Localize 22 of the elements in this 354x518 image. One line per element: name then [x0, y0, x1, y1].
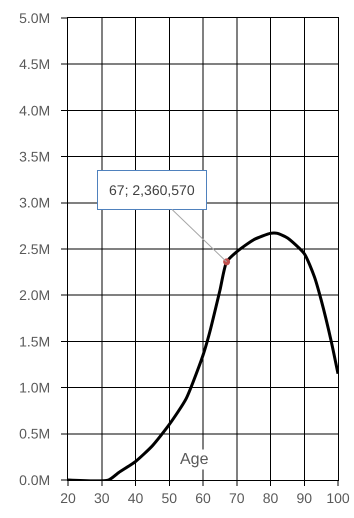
y-tick-label: 3.5M	[19, 148, 50, 164]
y-tick-label: 1.5M	[19, 333, 50, 350]
x-axis-title: Age	[180, 451, 209, 468]
y-tick-label: 0.5M	[19, 426, 50, 442]
y-tick-label: 0.0M	[19, 472, 50, 488]
x-tick-label: 60	[195, 490, 211, 506]
y-tick-label: 5.0M	[19, 10, 50, 26]
annotation: 67; 2,360,570	[109, 182, 195, 198]
y-tick-label: 4.5M	[19, 56, 50, 72]
y-tick-label: 4.0M	[19, 102, 50, 118]
x-tick-label: 30	[94, 490, 110, 506]
x-tick-label: 90	[296, 490, 312, 506]
y-tick-label: 2.0M	[19, 287, 50, 304]
x-tick-label: 80	[262, 490, 278, 506]
x-tick-label: 40	[128, 490, 144, 506]
x-tick-label: 100	[326, 490, 350, 506]
y-tick-label: 3.0M	[19, 194, 50, 211]
y-tick-label: 2.5M	[19, 240, 50, 257]
y-tick-label: 1.0M	[19, 380, 50, 396]
x-tick-label: 50	[161, 490, 178, 506]
x-tick-label: 70	[228, 490, 245, 506]
x-tick-label: 20	[60, 490, 76, 506]
